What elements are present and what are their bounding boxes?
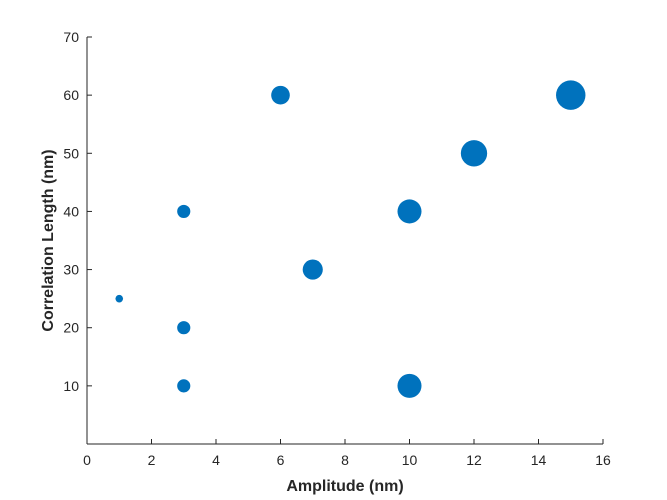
x-tick-label: 14	[531, 452, 547, 468]
data-point	[397, 373, 422, 398]
data-point	[556, 80, 586, 110]
data-point	[302, 259, 323, 280]
x-tick-label: 8	[341, 452, 349, 468]
y-tick-label: 40	[63, 203, 79, 219]
x-tick-label: 12	[466, 452, 482, 468]
y-tick-label: 10	[63, 378, 79, 394]
x-ticks: 0 2 4 6 8 10 12 14 16	[83, 439, 611, 468]
y-tick-label: 70	[63, 29, 79, 45]
data-point	[177, 379, 191, 393]
y-axis-title: Correlation Length (nm)	[40, 149, 57, 331]
x-tick-label: 6	[277, 452, 285, 468]
y-tick-label: 30	[63, 262, 79, 278]
y-tick-label: 20	[63, 320, 79, 336]
data-point	[115, 294, 124, 303]
data-point	[177, 204, 191, 219]
data-point	[460, 140, 488, 167]
x-tick-label: 4	[212, 452, 220, 468]
x-tick-label: 0	[83, 452, 91, 468]
y-axis: 10 20 30 40 50 60 70	[63, 29, 92, 444]
data-point	[397, 199, 422, 224]
x-tick-label: 10	[402, 452, 418, 468]
x-axis: 0 2 4 6 8 10 12 14 16	[83, 439, 611, 468]
data-points	[115, 80, 586, 398]
data-point	[177, 321, 191, 335]
x-tick-label: 2	[148, 452, 156, 468]
x-axis-title: Amplitude (nm)	[286, 478, 403, 495]
y-tick-label: 60	[63, 87, 79, 103]
y-ticks: 10 20 30 40 50 60 70	[63, 29, 92, 394]
data-point	[271, 85, 290, 105]
y-tick-label: 50	[63, 145, 79, 161]
x-tick-label: 16	[595, 452, 611, 468]
